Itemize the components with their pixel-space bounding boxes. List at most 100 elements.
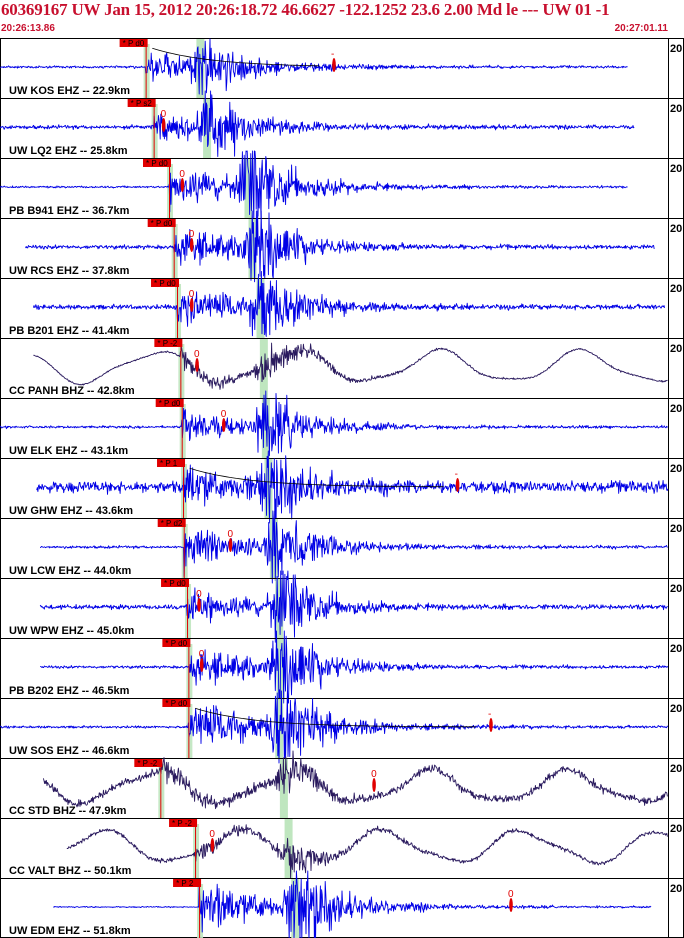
station-label: CC PANH BHZ -- 42.8km xyxy=(9,385,135,397)
amplitude-pick-label: 0 xyxy=(196,589,202,600)
waveform-trace xyxy=(33,342,668,390)
trace-panel: * P d0 0 UW RCS EHZ -- 37.8km 20 xyxy=(0,210,684,283)
station-label: UW LCW EHZ -- 44.0km xyxy=(9,565,131,577)
station-label: UW ELK EHZ -- 43.1km xyxy=(9,445,128,457)
start-time-label: 20:26:13.86 xyxy=(1,23,55,34)
p-pick-label: * P s2 xyxy=(131,99,153,108)
p-pick-flag[interactable] xyxy=(169,819,198,827)
trace-panel: * P d0 0 UW ELK EHZ -- 43.1km 20 xyxy=(0,390,684,458)
amplitude-pick-marker[interactable] xyxy=(161,118,166,132)
waveform-trace xyxy=(0,390,668,456)
amplitude-pick-marker[interactable] xyxy=(197,598,201,612)
p-pick-label: * P d0 xyxy=(123,39,145,48)
p-pick-label: * P -2 xyxy=(172,819,192,828)
waveform-trace xyxy=(0,90,635,157)
amplitude-pick-label: 0 xyxy=(221,409,227,420)
p-pick-flag[interactable] xyxy=(151,279,180,287)
waveform-trace xyxy=(53,870,652,938)
amplitude-pick-label: 0 xyxy=(209,829,215,840)
p-pick-flag[interactable] xyxy=(143,159,172,167)
p-pick-label: * P d0 xyxy=(165,639,187,648)
amplitude-pick-marker[interactable] xyxy=(332,58,336,72)
p-pick-flag[interactable] xyxy=(157,519,186,527)
amplitude-pick-label: 0 xyxy=(179,169,185,180)
trace-panel: * P d0 - UW KOS EHZ -- 22.9km 20 xyxy=(0,38,682,98)
p-pick-label: * P d2 xyxy=(161,519,183,528)
amplitude-pick-label: 0 xyxy=(189,229,195,240)
p-pick-flag[interactable] xyxy=(155,399,184,407)
trace-panel: * P s2 0 UW LQ2 EHZ -- 25.8km 20 xyxy=(0,90,684,158)
trace-panel: * P d0 0 PB B201 EHZ -- 41.4km 20 xyxy=(0,271,684,338)
amplitude-pick-marker[interactable] xyxy=(455,478,460,492)
amplitude-pick-marker[interactable] xyxy=(195,358,199,372)
amplitude-pick-marker[interactable] xyxy=(228,538,233,552)
amplitude-pick-marker[interactable] xyxy=(489,718,493,732)
plot-header: 60369167 UW Jan 15, 2012 20:26:18.72 46.… xyxy=(0,0,684,38)
coda-duration-curve xyxy=(189,467,444,488)
trace-panel: * P 2 0 UW EDM EHZ -- 51.8km 20 xyxy=(0,870,684,938)
station-label: CC VALT BHZ -- 50.1km xyxy=(9,865,132,877)
gain-label: 20 xyxy=(670,523,682,535)
p-pick-label: * P 2 xyxy=(176,879,194,888)
gain-label: 20 xyxy=(670,763,682,775)
event-title: 60369167 UW Jan 15, 2012 20:26:18.72 46.… xyxy=(1,0,610,19)
trace-panel: * P d2 0 UW LCW EHZ -- 44.0km 20 xyxy=(0,510,684,584)
gain-label: 20 xyxy=(670,583,682,595)
s-window-band xyxy=(261,399,270,458)
trace-panel: * P d0 0 PB B941 EHZ -- 36.7km 20 xyxy=(0,150,684,224)
amplitude-pick-marker[interactable] xyxy=(210,838,215,852)
amplitude-pick-marker[interactable] xyxy=(189,238,194,252)
p-pick-flag[interactable] xyxy=(134,759,163,767)
p-pick-flag[interactable] xyxy=(162,699,191,707)
gain-label: 20 xyxy=(670,403,682,415)
s-window-band xyxy=(259,339,268,398)
waveform-trace xyxy=(0,690,669,764)
amplitude-pick-label: 0 xyxy=(161,109,167,120)
p-pick-label: * P d0 xyxy=(146,159,168,168)
gain-label: 20 xyxy=(670,103,682,115)
p-pick-flag[interactable] xyxy=(147,219,176,227)
p-pick-flag[interactable] xyxy=(173,879,202,887)
amplitude-pick-label: 0 xyxy=(189,289,195,300)
p-pick-label: * P d0 xyxy=(154,279,176,288)
end-time-label: 20:27:01.11 xyxy=(614,23,668,34)
p-pick-flag[interactable] xyxy=(127,99,156,107)
station-label: CC STD BHZ -- 47.9km xyxy=(9,805,127,817)
gain-label: 20 xyxy=(670,703,682,715)
waveform-trace xyxy=(0,150,628,224)
amplitude-pick-marker[interactable] xyxy=(180,178,185,192)
gain-label: 20 xyxy=(670,643,682,655)
gain-label: 20 xyxy=(670,43,682,55)
trace-panel: * P d0 0 PB B202 EHZ -- 46.5km 20 xyxy=(0,630,684,704)
trace-panel: * P 1 - UW GHW EHZ -- 43.6km 20 xyxy=(0,450,684,524)
p-pick-flag[interactable] xyxy=(161,579,190,587)
amplitude-pick-marker[interactable] xyxy=(509,898,513,912)
amplitude-pick-marker[interactable] xyxy=(189,298,194,312)
s-window-band xyxy=(291,879,300,938)
station-label: UW WPW EHZ -- 45.0km xyxy=(9,625,135,637)
s-window-band xyxy=(244,159,253,218)
amplitude-pick-label: - xyxy=(455,469,458,480)
amplitude-pick-marker[interactable] xyxy=(221,418,226,432)
amplitude-pick-marker[interactable] xyxy=(372,778,376,792)
trace-panel: * P -2 0 CC PANH BHZ -- 42.8km 20 xyxy=(0,338,684,398)
s-window-band xyxy=(256,279,265,338)
p-pick-flag[interactable] xyxy=(154,339,183,347)
waveform-trace xyxy=(0,38,628,96)
gain-label: 20 xyxy=(670,343,682,355)
coda-duration-curve xyxy=(194,707,476,728)
p-pick-label: * P d0 xyxy=(164,579,186,588)
station-label: UW EDM EHZ -- 51.8km xyxy=(9,925,131,937)
amplitude-pick-label: 0 xyxy=(199,649,205,660)
p-pick-label: * P -2 xyxy=(157,339,177,348)
amplitude-pick-marker[interactable] xyxy=(199,658,204,672)
amplitude-pick-label: 0 xyxy=(227,529,233,540)
gain-label: 20 xyxy=(670,883,682,895)
amplitude-pick-label: 0 xyxy=(371,769,377,780)
gain-label: 20 xyxy=(670,823,682,835)
p-pick-flag[interactable] xyxy=(162,639,191,647)
p-pick-flag[interactable] xyxy=(157,459,186,467)
waveform-trace xyxy=(66,824,668,879)
p-pick-flag[interactable] xyxy=(119,39,148,47)
